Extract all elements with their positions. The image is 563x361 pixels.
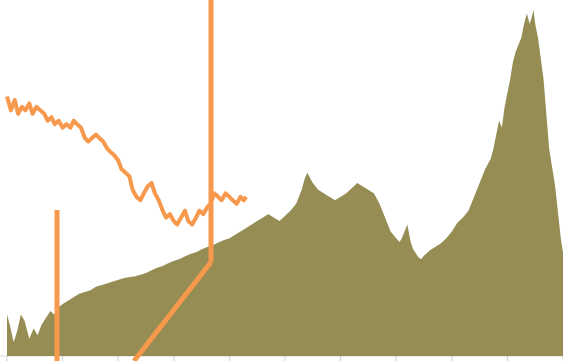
overlay-lines-layer bbox=[54, 0, 214, 361]
area-series bbox=[7, 10, 563, 356]
line-series bbox=[5, 95, 248, 227]
overlay-line-diagonal bbox=[132, 260, 213, 361]
series-layer bbox=[5, 10, 563, 356]
x-axis bbox=[0, 355, 563, 361]
